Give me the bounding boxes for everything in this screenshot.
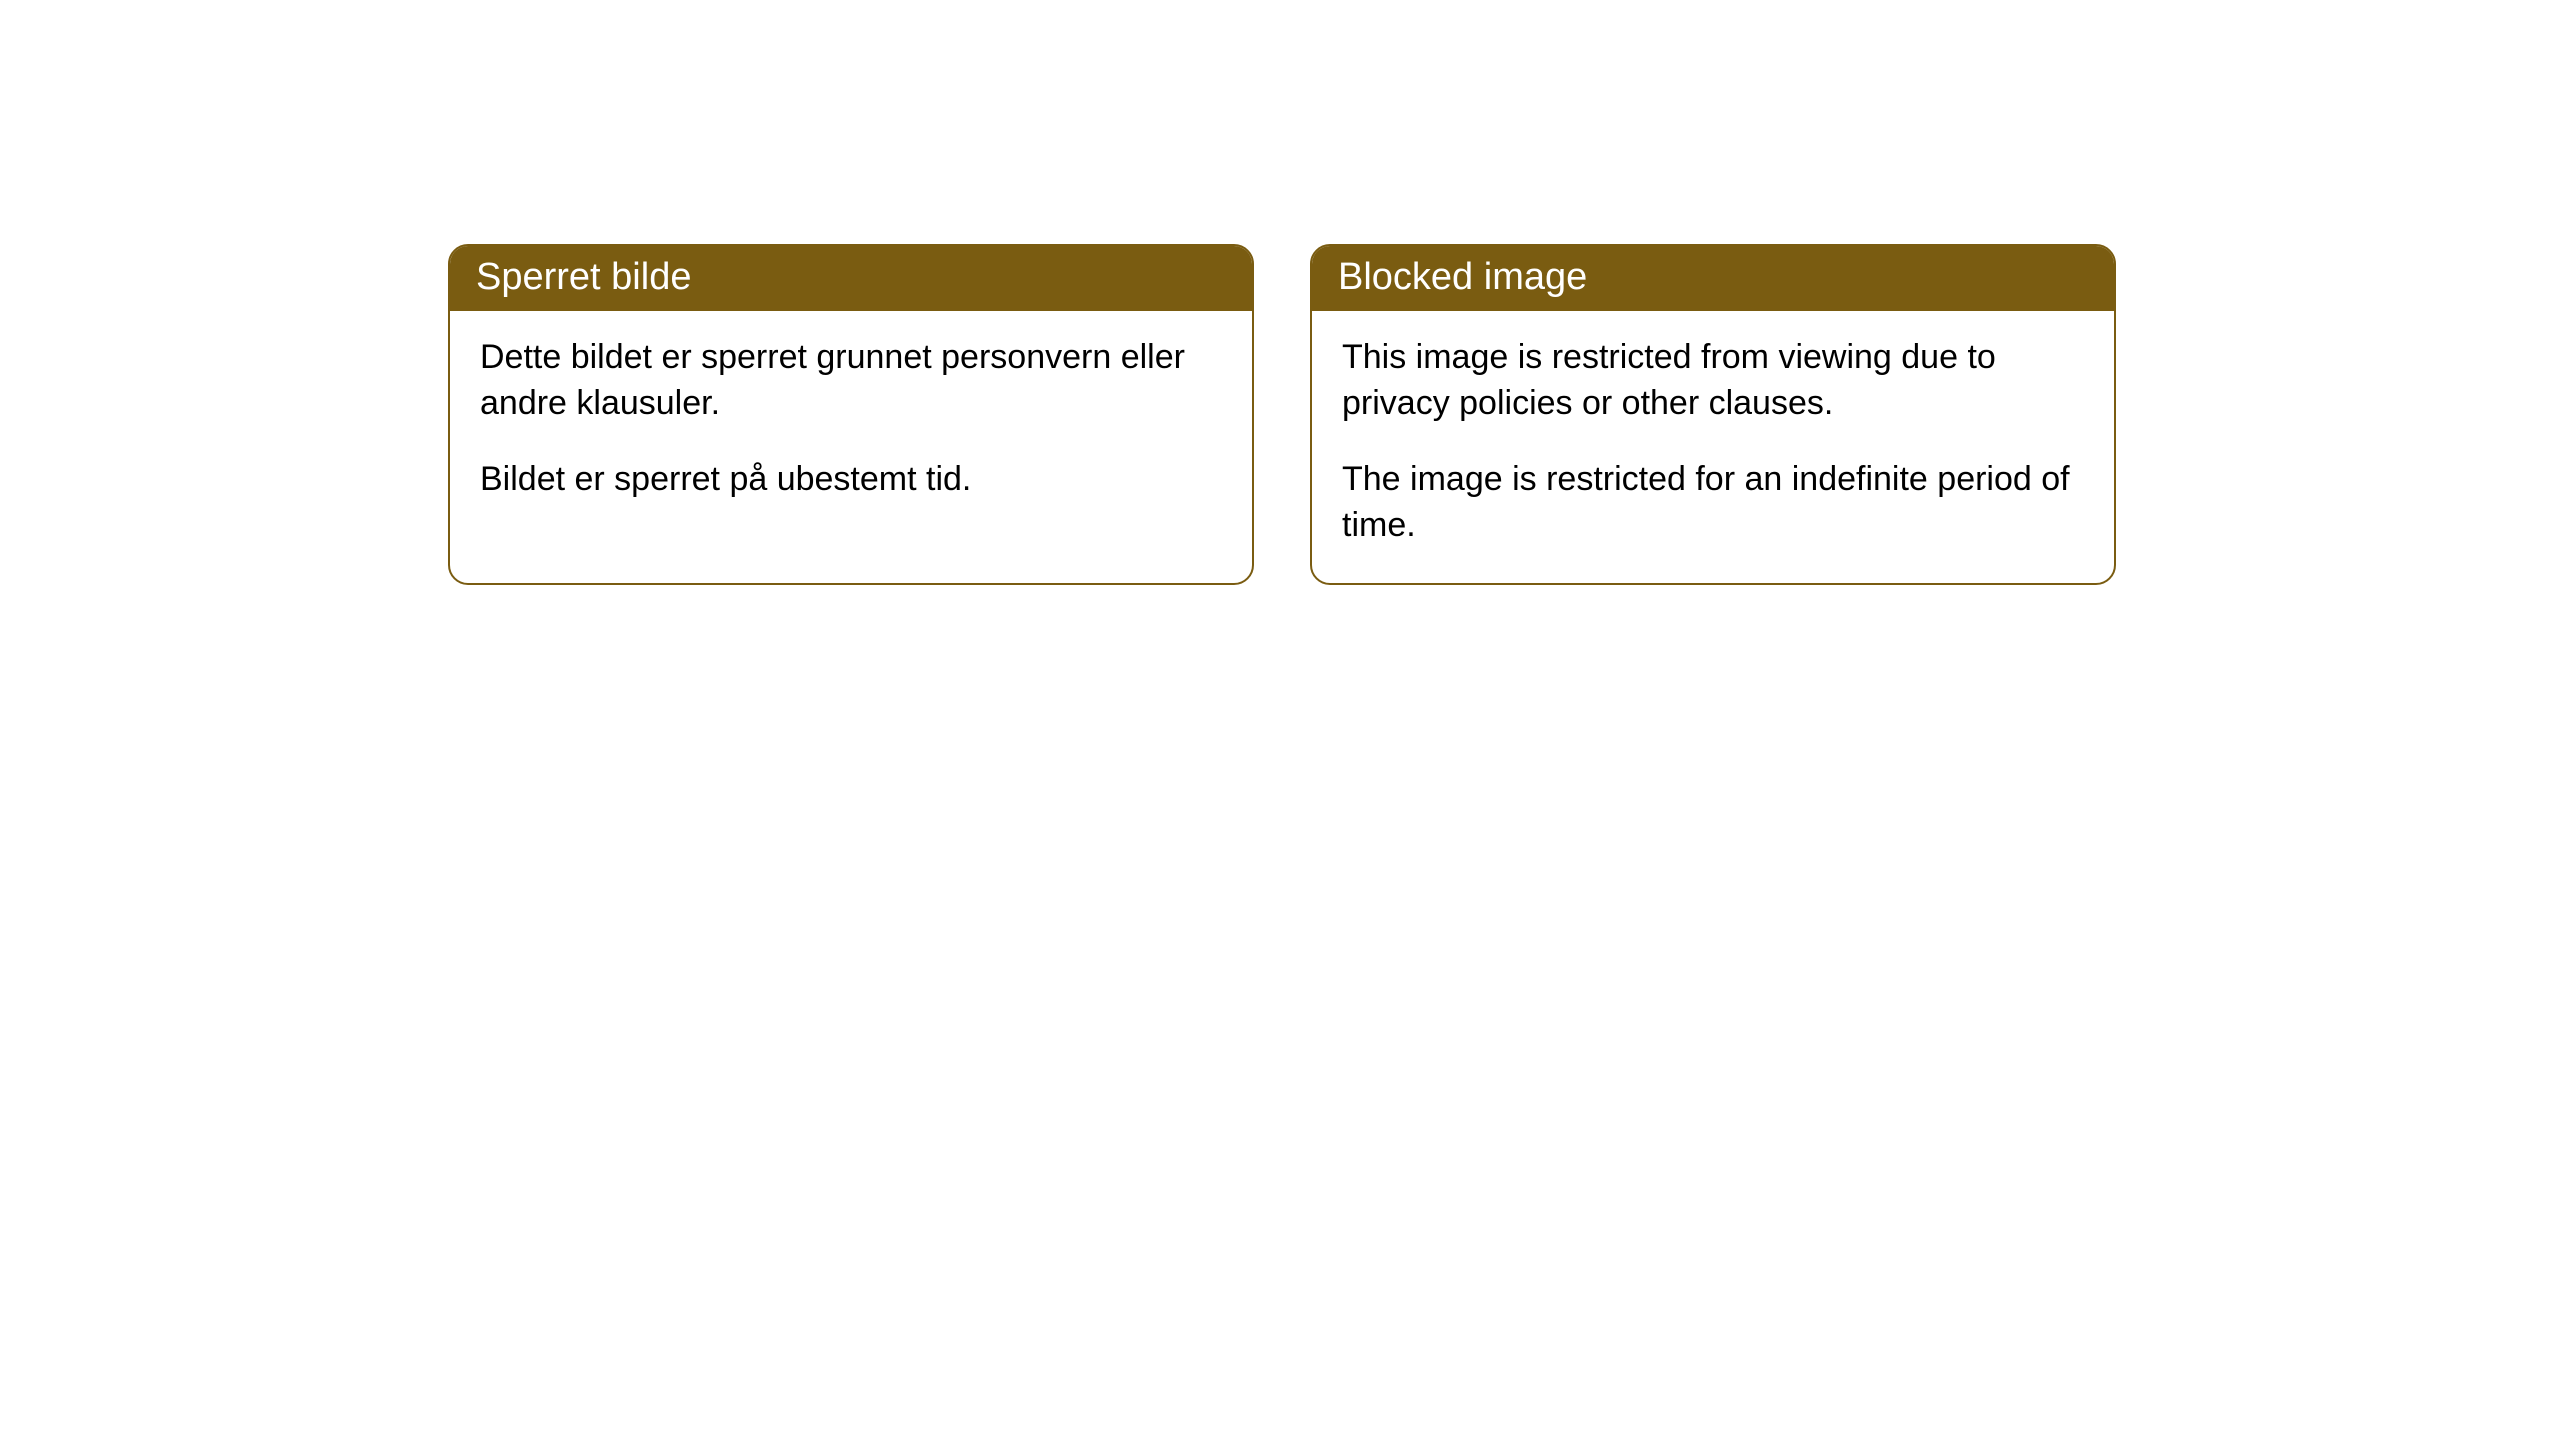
card-header-english: Blocked image (1312, 246, 2114, 311)
cards-container: Sperret bilde Dette bildet er sperret gr… (448, 244, 2116, 585)
card-body-norwegian: Dette bildet er sperret grunnet personve… (450, 311, 1252, 537)
card-body-english: This image is restricted from viewing du… (1312, 311, 2114, 583)
blocked-image-card-english: Blocked image This image is restricted f… (1310, 244, 2116, 585)
card-paragraph-1-english: This image is restricted from viewing du… (1342, 335, 2084, 427)
card-header-norwegian: Sperret bilde (450, 246, 1252, 311)
card-paragraph-2-english: The image is restricted for an indefinit… (1342, 457, 2084, 549)
blocked-image-card-norwegian: Sperret bilde Dette bildet er sperret gr… (448, 244, 1254, 585)
card-paragraph-1-norwegian: Dette bildet er sperret grunnet personve… (480, 335, 1222, 427)
card-paragraph-2-norwegian: Bildet er sperret på ubestemt tid. (480, 457, 1222, 503)
